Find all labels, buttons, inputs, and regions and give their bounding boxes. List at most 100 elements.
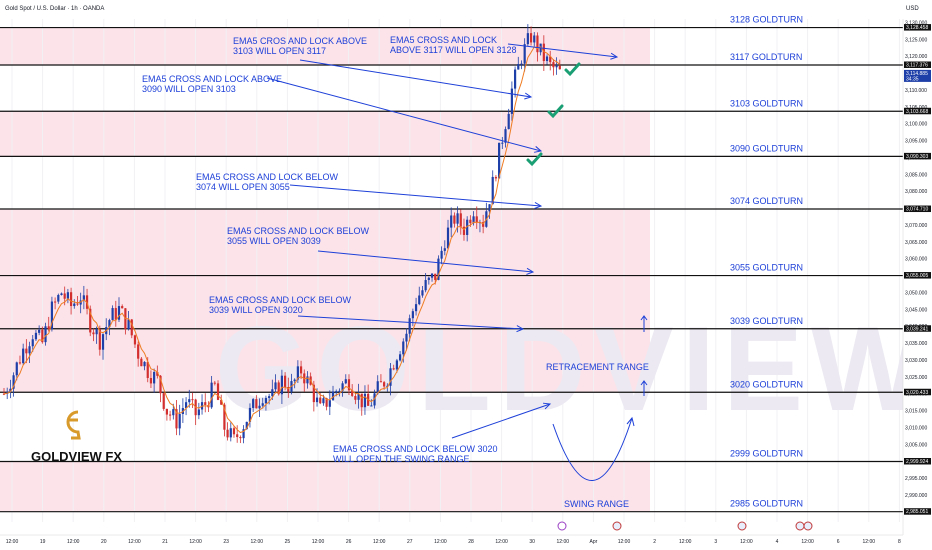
candle-body-77 <box>248 407 252 422</box>
annotation-arrowhead-1 <box>610 52 619 60</box>
price-tag-8: 3,020.433 <box>906 390 928 396</box>
candle-body-98 <box>315 397 319 403</box>
annotation-arrowhead-4 <box>526 267 535 275</box>
candle-body-124 <box>398 354 402 361</box>
time-axis[interactable]: 12:00 19 12:00 20 12:00 21 12:00 23 12:00 25 12:00… <box>0 534 903 545</box>
candle-body-88 <box>283 375 287 388</box>
price-tag-1: 3,117.376 <box>906 62 928 68</box>
retracement-arrowhead-1 <box>640 380 648 386</box>
annotation-4-line-1: 3055 WILL OPEN 3039 <box>227 236 321 246</box>
level-label-4: 3074 GOLDTURN <box>730 196 803 206</box>
candle-body-6 <box>22 348 25 364</box>
candle-body-113 <box>363 393 367 408</box>
y-tick-8: 3,025.000 <box>905 375 927 381</box>
x-tick-0: 12:00 <box>6 539 19 545</box>
candle-body-164 <box>526 33 529 45</box>
candle-body-106 <box>341 383 344 391</box>
candle-body-153 <box>491 176 494 205</box>
price-tag-bg-3 <box>904 107 931 115</box>
candle-body-45 <box>146 361 149 379</box>
candle-body-172 <box>552 62 555 68</box>
candle-body-81 <box>261 403 264 406</box>
candle-body-20 <box>66 292 69 299</box>
candle-body-22 <box>73 303 76 307</box>
candle-body-40 <box>130 319 133 336</box>
candle-body-141 <box>453 215 456 224</box>
price-tag-10: 2,985.051 <box>906 509 928 515</box>
y-tick-13: 3,050.000 <box>905 290 927 296</box>
candle-body-101 <box>325 398 328 407</box>
candle-body-158 <box>507 113 510 130</box>
price-tag-6: 3,055.005 <box>906 273 928 279</box>
candle-body-120 <box>386 385 389 387</box>
candle-body-11 <box>38 329 41 333</box>
price-tag-bg-10 <box>904 508 931 515</box>
candle-body-44 <box>143 361 146 367</box>
x-tick-28: 12:00 <box>863 539 876 545</box>
watermark: GOLDVIEW FX <box>215 302 932 436</box>
candle-body-55 <box>178 413 181 429</box>
annotation-arrowhead-5 <box>516 325 525 333</box>
candle-body-95 <box>306 376 309 384</box>
candle-body-133 <box>427 277 430 281</box>
candle-body-5 <box>18 362 22 364</box>
swing-curve-arrowhead <box>626 416 635 427</box>
candle-body-15 <box>50 301 54 330</box>
price-tag-bg-6 <box>904 272 931 279</box>
candle-body-43 <box>140 358 143 367</box>
candle-body-58 <box>188 399 191 403</box>
time-grid <box>11 19 900 522</box>
candle-body-53 <box>172 409 175 416</box>
candle-body-122 <box>392 368 395 370</box>
candle-body-103 <box>331 391 335 401</box>
candle-body-21 <box>69 292 73 307</box>
swing-curve <box>552 417 633 481</box>
candle-body-10 <box>34 332 38 340</box>
candle-body-52 <box>169 414 172 416</box>
candle-body-132 <box>424 280 427 291</box>
candle-body-117 <box>376 381 379 394</box>
candle-body-59 <box>191 399 194 401</box>
x-tick-2: 12:00 <box>67 539 80 545</box>
candle-body-41 <box>133 335 137 345</box>
candle-body-136 <box>437 258 440 280</box>
candle-body-79 <box>255 399 258 409</box>
level-label-8: 2999 GOLDTURN <box>730 448 803 458</box>
y-tick-10: 3,035.000 <box>905 341 927 347</box>
y-tick-27: 3,120.000 <box>905 54 927 60</box>
candle-body-104 <box>335 391 338 393</box>
price-tag-3: 3,103.668 <box>906 109 928 115</box>
annotation-arrow-3 <box>289 184 542 207</box>
checkmark-icon-2 <box>526 152 543 167</box>
logo-g-icon <box>66 410 81 440</box>
annotation-2-line-1: 3090 WILL OPEN 3103 <box>142 84 236 94</box>
retracement-arrowhead-0 <box>640 315 648 321</box>
candle-body-7 <box>25 348 28 354</box>
candle-body-145 <box>466 219 469 235</box>
candle-body-27 <box>89 308 92 333</box>
level-label-9: 2985 GOLDTURN <box>730 499 803 509</box>
candle-body-118 <box>379 381 383 383</box>
ema5-line <box>3 46 561 434</box>
candle-body-131 <box>421 290 424 296</box>
x-tick-8: 12:00 <box>251 539 264 545</box>
candle-body-78 <box>252 399 255 408</box>
candle-body-19 <box>63 293 66 299</box>
price-tag-bg-1 <box>904 61 931 68</box>
candle-body-112 <box>360 393 363 408</box>
candle-body-14 <box>47 326 50 330</box>
y-tick-20: 3,085.000 <box>905 172 927 178</box>
candle-body-51 <box>165 408 169 415</box>
x-tick-13: 27 <box>407 539 413 545</box>
price-countdown: 34:35 <box>906 76 919 82</box>
candle-body-31 <box>101 334 105 350</box>
brand-logo: GOLDVIEW FX <box>31 410 122 464</box>
candle-body-74 <box>239 437 242 439</box>
price-axis[interactable]: 2,985.0002,990.0002,995.0003,000.0003,00… <box>902 0 932 550</box>
price-tag-4: 3,090.303 <box>906 154 928 160</box>
price-tag-7: 3,039.241 <box>906 326 928 332</box>
candle-body-63 <box>204 402 207 405</box>
candle-body-48 <box>156 372 159 376</box>
price-tag-0: 3,128.458 <box>906 25 928 31</box>
candle-body-68 <box>220 399 223 405</box>
